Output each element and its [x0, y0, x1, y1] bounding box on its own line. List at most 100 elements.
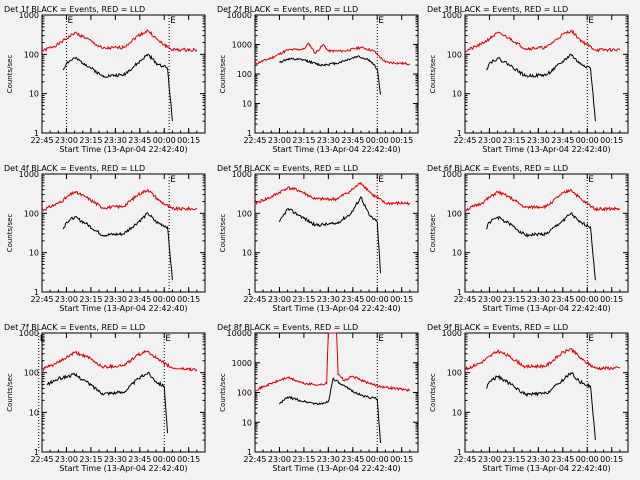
x-tick-label: 00:00 — [576, 455, 599, 464]
x-tick-label: 23:30 — [317, 295, 340, 304]
y-axis-label: Counts/sec — [429, 373, 437, 412]
y-axis-label: Counts/sec — [219, 214, 227, 253]
y-tick-label: 1000 — [232, 170, 252, 179]
x-tick-label: 22:45 — [30, 455, 53, 464]
x-tick-label: 00:15 — [600, 295, 623, 304]
x-tick-label: 23:15 — [292, 295, 315, 304]
y-axis-label: Counts/sec — [6, 373, 14, 412]
lld-series-line — [254, 181, 411, 206]
x-tick-label: 23:45 — [128, 295, 151, 304]
x-tick-label: 00:15 — [600, 136, 623, 145]
y-tick-label: 100 — [237, 70, 252, 79]
panel-title: Det 3f BLACK = Events, RED = LLD — [427, 5, 568, 14]
y-tick-label: 10 — [29, 249, 39, 258]
event-marker-label: E — [378, 16, 384, 26]
x-tick-label: 23:45 — [128, 455, 151, 464]
y-tick-label: 100 — [447, 50, 462, 59]
y-tick-label: 1000 — [232, 41, 252, 50]
x-tick-label: 23:45 — [341, 295, 364, 304]
y-tick-label: 1 — [457, 288, 462, 297]
x-axis-label: Start Time (13-Apr-04 22:42:40) — [59, 304, 187, 313]
x-tick-label: 23:45 — [551, 295, 574, 304]
detector-panel-3: Det 3f BLACK = Events, RED = LLD 1 10 100 10… — [427, 5, 629, 154]
x-tick-label: 23:00 — [478, 455, 501, 464]
x-tick-label: 00:15 — [390, 455, 413, 464]
panel-title: Det 5f BLACK = Events, RED = LLD — [217, 164, 358, 173]
x-tick-label: 23:30 — [104, 136, 127, 145]
x-tick-label: 00:00 — [366, 455, 389, 464]
lld-series-line — [254, 332, 411, 392]
events-series-line — [485, 371, 596, 441]
x-tick-label: 23:45 — [341, 136, 364, 145]
x-axis-label: Start Time (13-Apr-04 22:42:40) — [272, 304, 400, 313]
y-tick-label: 1 — [34, 288, 39, 297]
events-series-line — [62, 53, 173, 122]
y-tick-label: 10 — [242, 418, 252, 427]
y-tick-label: 10 — [452, 408, 462, 417]
x-tick-label: 22:45 — [30, 136, 53, 145]
y-tick-label: 1000 — [19, 329, 39, 338]
y-tick-label: 1000 — [442, 11, 462, 20]
x-tick-label: 00:15 — [177, 136, 200, 145]
x-axis-label: Start Time (13-Apr-04 22:42:40) — [59, 464, 187, 473]
x-tick-label: 23:45 — [551, 455, 574, 464]
y-tick-label: 10 — [242, 249, 252, 258]
x-tick-label: 22:45 — [30, 295, 53, 304]
x-tick-label: 23:00 — [268, 295, 291, 304]
lld-series-line — [464, 188, 621, 212]
event-marker-label: E — [67, 16, 73, 26]
y-tick-label: 1000 — [19, 11, 39, 20]
y-tick-label: 100 — [24, 209, 39, 218]
event-marker-label: E — [165, 334, 171, 344]
event-marker-label: E — [588, 334, 594, 344]
panel-title: Det 8f BLACK = Events, RED = LLD — [217, 323, 358, 332]
y-tick-label: 10 — [29, 90, 39, 99]
y-tick-label: 100 — [237, 209, 252, 218]
x-tick-label: 00:00 — [576, 136, 599, 145]
x-axis-label: Start Time (13-Apr-04 22:42:40) — [482, 464, 610, 473]
x-tick-label: 23:15 — [79, 455, 102, 464]
y-axis-label: Counts/sec — [429, 214, 437, 253]
x-tick-label: 23:15 — [292, 455, 315, 464]
y-axis-label: Counts/sec — [6, 214, 14, 253]
x-axis-label: Start Time (13-Apr-04 22:42:40) — [272, 145, 400, 154]
y-tick-label: 10 — [452, 249, 462, 258]
y-tick-label: 10000 — [227, 11, 252, 20]
x-tick-label: 22:45 — [453, 136, 476, 145]
events-series-line — [279, 55, 381, 95]
x-tick-label: 00:00 — [576, 295, 599, 304]
x-tick-label: 23:30 — [104, 455, 127, 464]
x-tick-label: 22:45 — [243, 136, 266, 145]
y-tick-label: 100 — [237, 389, 252, 398]
detector-panel-4: Det 4f BLACK = Events, RED = LLD 1 10 100 10… — [4, 164, 206, 313]
lld-series-line — [254, 42, 411, 66]
x-axis-label: Start Time (13-Apr-04 22:42:40) — [482, 304, 610, 313]
lld-series-line — [464, 347, 621, 371]
event-marker-label: E — [170, 175, 176, 185]
lld-series-line — [464, 29, 621, 53]
x-tick-label: 23:15 — [502, 295, 525, 304]
detector-panel-9: Det 9f BLACK = Events, RED = LLD 1 10 100 10… — [427, 323, 629, 473]
y-tick-label: 100 — [24, 50, 39, 59]
plot-frame — [254, 332, 419, 453]
y-axis-label: Counts/sec — [429, 55, 437, 94]
x-tick-label: 23:00 — [268, 455, 291, 464]
lld-series-line — [41, 188, 198, 212]
x-tick-label: 23:15 — [79, 136, 102, 145]
y-tick-label: 10 — [242, 100, 252, 109]
x-tick-label: 23:30 — [317, 136, 340, 145]
event-marker-label: E — [378, 334, 384, 344]
x-axis-label: Start Time (13-Apr-04 22:42:40) — [482, 145, 610, 154]
x-tick-label: 00:15 — [390, 136, 413, 145]
lld-series-line — [41, 349, 198, 372]
event-marker-label: E — [588, 175, 594, 185]
y-axis-label: Counts/sec — [219, 373, 227, 412]
x-tick-label: 23:15 — [79, 295, 102, 304]
x-tick-label: 23:30 — [527, 455, 550, 464]
y-tick-label: 10 — [452, 90, 462, 99]
x-tick-label: 23:15 — [502, 136, 525, 145]
events-series-line — [278, 196, 381, 274]
detector-panel-8: Det 8f BLACK = Events, RED = LLD 1 10 100 10… — [217, 323, 419, 473]
y-axis-label: Counts/sec — [6, 55, 14, 94]
x-axis-label: Start Time (13-Apr-04 22:42:40) — [272, 464, 400, 473]
